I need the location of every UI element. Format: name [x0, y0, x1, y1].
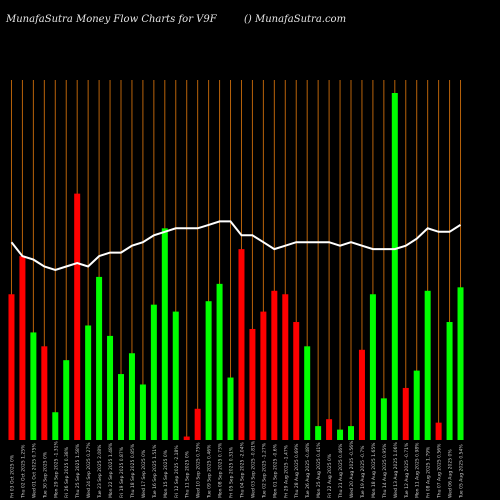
- x-tick-label: Wed 17 Sep 2025 0%: [141, 449, 147, 498]
- x-tick-label: Fri 29 Aug 2025 -1.47%: [283, 444, 289, 498]
- bar: [85, 325, 92, 440]
- x-tick-label: Mon 08 Sep 2025 0.73%: [218, 442, 224, 498]
- bar: [337, 429, 344, 440]
- bar: [271, 290, 278, 440]
- x-tick-label: Fri 26 Sep 2025 0.38%: [64, 446, 70, 498]
- x-tick-label: Thu 21 Aug 2025 0.46%: [338, 443, 344, 499]
- bar: [249, 328, 256, 440]
- x-tick-label: Tue 19 Aug 2025 -0.7%: [360, 445, 366, 499]
- bar: [41, 346, 48, 440]
- bar: [205, 301, 212, 440]
- bar: [194, 408, 201, 440]
- x-tick-label: Fri 05 Sep 2025 0.31%: [229, 446, 235, 498]
- bar: [118, 374, 124, 440]
- x-tick-label: Tue 30 Sep 2025 0%: [42, 451, 48, 499]
- x-tick-label: Thu 07 Aug 2025 0.56%: [437, 443, 443, 499]
- bar: [238, 249, 245, 440]
- bar: [402, 387, 409, 440]
- bar: [107, 335, 114, 440]
- x-tick-label: Fri 08 Aug 2025 1.79%: [426, 446, 432, 498]
- bar: [369, 294, 376, 440]
- x-tick-label: Mon 11 Aug 2025 0.98%: [415, 442, 421, 498]
- x-tick-label: Fri 03 Oct 2025 0%: [9, 454, 15, 498]
- x-tick-label: Thu 25 Sep 2025 1.58%: [75, 443, 81, 499]
- bar: [183, 436, 190, 440]
- bar: [216, 283, 223, 440]
- bar: [30, 332, 37, 440]
- bar: [139, 384, 146, 440]
- x-tick-label: Wed 01 Oct 2025 0.75%: [31, 442, 37, 498]
- bar: [326, 419, 333, 440]
- bar: [161, 228, 168, 440]
- bar: [446, 322, 453, 440]
- bar: [96, 276, 103, 440]
- x-tick-label: Fri 19 Sep 2025 0.87%: [119, 446, 125, 498]
- bar: [391, 93, 398, 440]
- x-tick-label: Tue 26 Aug 2025 -0.48%: [305, 442, 311, 499]
- bar: [227, 377, 234, 440]
- money-flow-line: [10, 220, 462, 272]
- x-tick-label: Thu 14 Aug 2025 0.95%: [382, 443, 388, 499]
- x-tick-label: Mon 15 Sep 2025 0%: [163, 449, 169, 498]
- x-tick-label: Wed 06 Aug 2025 0%: [448, 449, 454, 498]
- x-tick-label: Mon 18 Aug 2025 1.65%: [371, 442, 377, 498]
- bar: [150, 304, 157, 440]
- bar: [52, 412, 59, 440]
- x-tick-label: Thu 28 Aug 2025 0.69%: [294, 443, 300, 499]
- x-tick-label: Fri 12 Sep 2025 -2.18%: [174, 445, 180, 498]
- x-tick-label: Tue 23 Sep 2025 2.08%: [97, 444, 103, 499]
- site-name: () MunafaSutra.com: [244, 14, 347, 25]
- bar: [315, 426, 322, 440]
- x-tick-label: Mon 29 Sep 2025 -1.31%: [53, 440, 59, 498]
- bar: [74, 193, 81, 440]
- bar: [282, 294, 289, 440]
- chart-title: MunafaSutra Money Flow Charts for V9F: [6, 14, 217, 25]
- bar: [380, 398, 387, 440]
- x-tick-label: Wed 10 Sep 2025 0.75%: [196, 442, 202, 498]
- x-tick-label: Wed 24 Sep 2025 0.27%: [86, 442, 92, 498]
- x-tick-label: Tue 12 Aug 2025 -0.71%: [404, 442, 410, 499]
- x-tick-label: Tue 02 Sep 2025 -1.27%: [261, 442, 267, 499]
- bar: [304, 346, 311, 440]
- bar: [424, 290, 431, 440]
- bar: [63, 360, 70, 440]
- x-tick-label: Mon 25 Aug 2025 0.41%: [316, 442, 322, 498]
- x-tick-label: Tue 09 Sep 2025 0.46%: [207, 444, 213, 499]
- x-tick-label: Wed 13 Aug 2025 1.06%: [393, 441, 399, 498]
- bar: [435, 422, 442, 440]
- x-tick-label: Tue 05 Aug 2025 0.54%: [459, 444, 465, 499]
- bar: [348, 426, 354, 440]
- x-tick-label: Fri 22 Aug 2025 0%: [327, 453, 333, 498]
- bar: [260, 311, 267, 440]
- x-tick-label: Thu 02 Oct 2025 1.25%: [20, 444, 26, 499]
- bar: [293, 322, 300, 440]
- x-tick-label: Thu 04 Sep 2025 -2.04%: [239, 442, 245, 499]
- bar: [8, 294, 15, 440]
- bar: [457, 287, 464, 440]
- x-tick-label: Wed 03 Sep 2025 -0.81%: [250, 440, 256, 498]
- bar: [128, 353, 135, 440]
- bar: [413, 370, 420, 440]
- x-tick-label: Mon 01 Sep 2025 -0.6%: [272, 443, 278, 498]
- x-tick-label: Mon 22 Sep 2025 1.48%: [108, 442, 114, 498]
- bar: [358, 349, 365, 440]
- x-tick-label: Thu 11 Sep 2025 0%: [185, 450, 191, 499]
- bar: [19, 256, 26, 440]
- x-tick-label: Thu 18 Sep 2025 0.85%: [130, 443, 136, 499]
- x-tick-label: Tue 16 Sep 2025 1.51%: [152, 444, 158, 499]
- bar: [172, 311, 179, 440]
- x-tick-label: Wed 20 Aug 2025 -0.56%: [349, 440, 355, 498]
